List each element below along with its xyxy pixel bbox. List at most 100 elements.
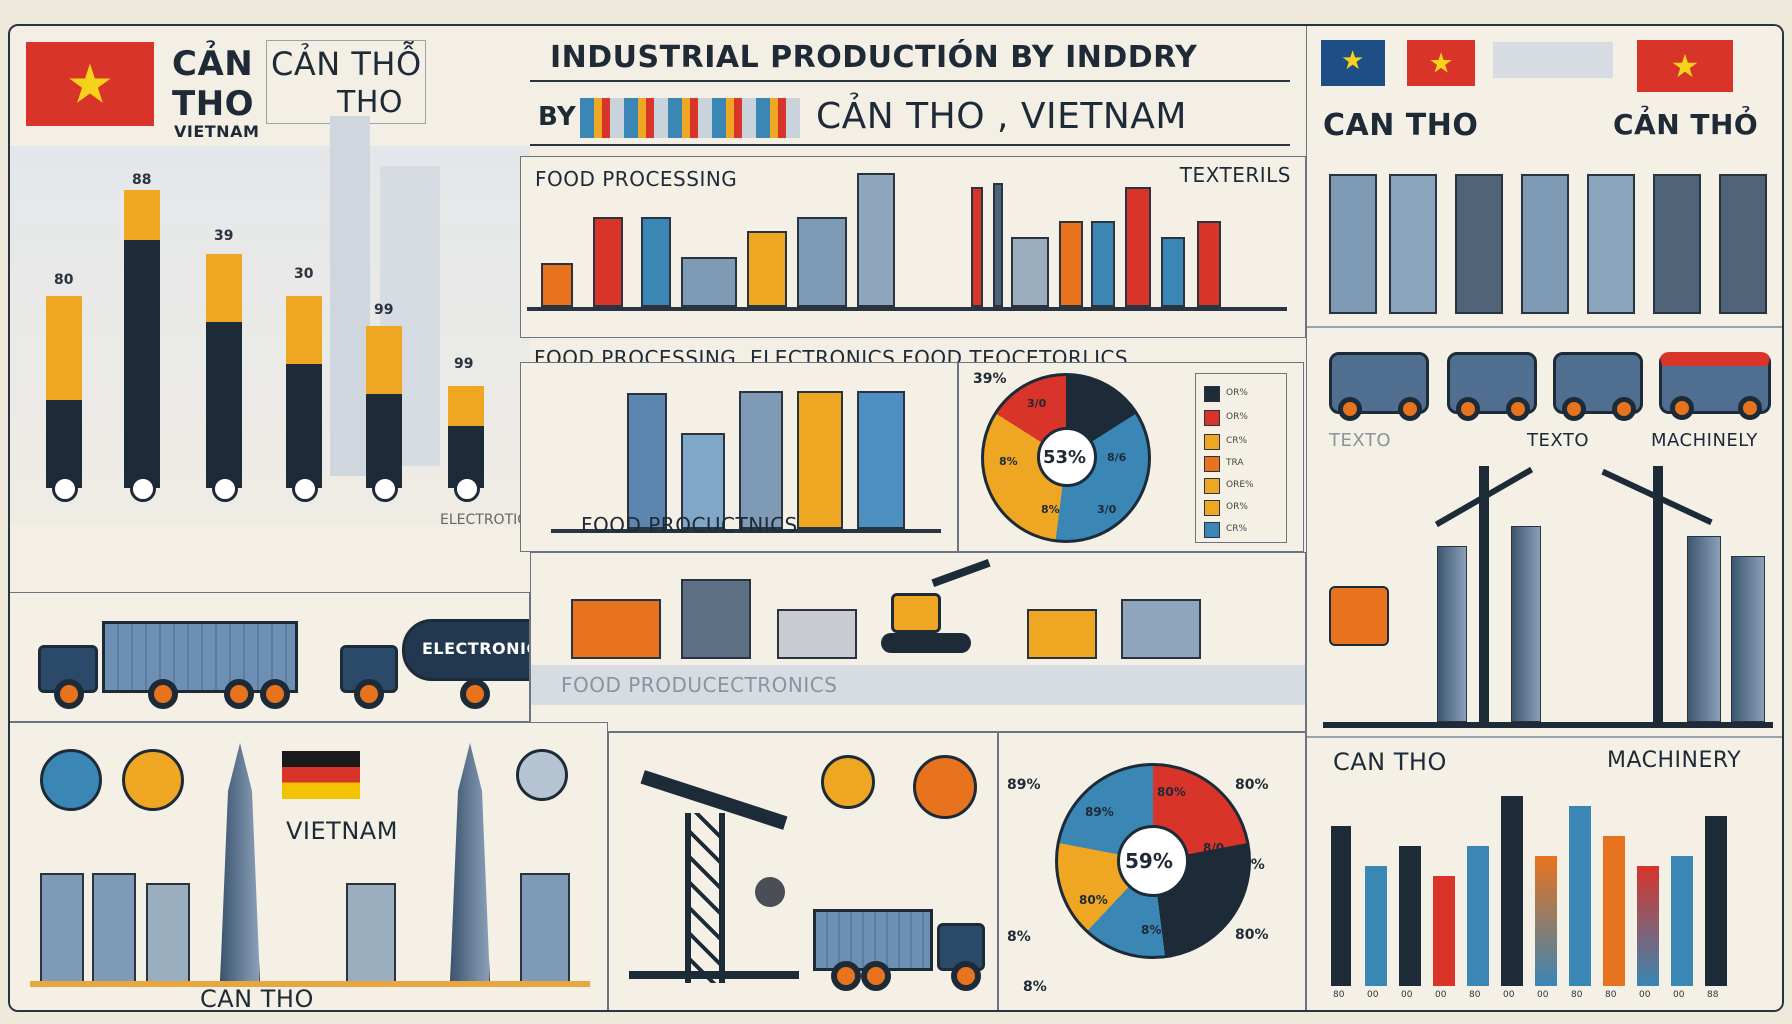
bus-icon — [1659, 352, 1771, 420]
right-city-label-3: CAN THO — [1333, 748, 1447, 776]
pie-slice-label: 8% — [1041, 503, 1060, 516]
building-icon — [797, 391, 843, 529]
legend-swatch — [1204, 478, 1220, 494]
ground-line — [527, 307, 1287, 311]
chart-bar — [1467, 846, 1489, 986]
skyscraper-icon — [1511, 526, 1541, 722]
vietnam-skyline-panel: VIETNAM CAN THO — [10, 722, 608, 1010]
mid-band-strip — [531, 665, 1305, 705]
building-icon — [1091, 221, 1115, 307]
bar-value-label: 80 — [54, 272, 74, 288]
bar-4 — [286, 296, 322, 488]
building-icon — [1125, 187, 1151, 307]
machine-icon — [571, 599, 661, 659]
ground-line — [30, 981, 590, 987]
building-icon — [1161, 237, 1185, 307]
category-icon — [372, 476, 398, 502]
ground-line — [551, 529, 941, 533]
bar-value-label: 30 — [294, 266, 314, 282]
bar-3 — [206, 254, 242, 488]
bar-1 — [46, 296, 82, 488]
city-name-can: CẢN — [172, 44, 254, 84]
building-icon — [747, 231, 787, 307]
tower-icon — [1521, 174, 1569, 314]
axis-tick: 00 — [1639, 990, 1651, 1000]
building-icon — [1011, 237, 1049, 307]
right-city-label-1: CAN THO — [1323, 108, 1479, 143]
tanker-label: ELECTRONICS — [422, 639, 529, 658]
country-name: VIETNAM — [174, 122, 260, 141]
pie-legend: OR% OR% CR% TRA ORE% OR% CR% — [1195, 373, 1287, 543]
axis-tick: 80 — [1333, 990, 1345, 1000]
chart-bar — [1569, 806, 1591, 986]
truck-icon — [38, 621, 298, 709]
bar-value-label: 99 — [374, 302, 394, 318]
chart-bar — [1603, 836, 1625, 986]
industry-skyline-panel: FOOD PROCESSING TEXTERILS — [520, 156, 1306, 338]
germany-flag-icon — [282, 751, 360, 799]
badge-icon — [122, 749, 184, 811]
infographic-frame: ★ CẢN THO VIETNAM CẢN THỖ THO 80 88 39 3… — [8, 24, 1784, 1012]
label-machinely: MACHINELY — [1651, 430, 1758, 451]
left-bar-chart: 80 88 39 30 99 99 80 ELECTROTICS — [10, 116, 566, 528]
chart-bar — [1705, 816, 1727, 986]
truck-icon — [813, 909, 989, 995]
background-skyline — [330, 116, 370, 476]
building-icon — [520, 873, 570, 983]
vietnam-flag-icon: ★ — [1637, 40, 1733, 92]
pie-corner-label: 39% — [973, 371, 1007, 387]
building-icon — [346, 883, 396, 983]
axis-tick: 00 — [1503, 990, 1515, 1000]
vietnam-flag-icon: ★ — [1321, 40, 1385, 86]
vietnam-flag-icon: ★ — [1407, 40, 1475, 86]
right-bar-chart — [1327, 786, 1771, 986]
chart-bar — [1637, 866, 1659, 986]
category-icon — [292, 476, 318, 502]
building-icon — [1059, 221, 1083, 307]
machinery-caption: FOOD PRODUCECTRONICS — [561, 673, 838, 697]
axis-tick: 80 — [1605, 990, 1617, 1000]
legend-text: OR% — [1226, 412, 1248, 422]
label-textol-2: TEXTO — [1527, 430, 1590, 451]
pie-outer-label: 80% — [1235, 777, 1269, 793]
excavator-icon — [881, 553, 1001, 663]
vietnam-flag-icon: ★ — [26, 42, 154, 126]
axis-tick: 00 — [1401, 990, 1413, 1000]
badge-icon — [821, 755, 875, 809]
right-column: ★ ★ ★ CAN THO CẢN THỎ TEXTO TEXTO MACHIN… — [1306, 26, 1782, 1010]
city-label-box: CẢN THỖ THO — [266, 40, 426, 124]
chart-bar — [1433, 876, 1455, 986]
pie-slice-label: 80% — [1079, 893, 1108, 907]
factory-icon — [1121, 599, 1201, 659]
chimney-icon — [971, 187, 983, 307]
category-footer-label: ELECTROTICS — [440, 512, 536, 528]
badge-icon — [40, 749, 102, 811]
building-icon — [40, 873, 84, 983]
buildings-panel: FOOD PROCUCTNICS — [520, 362, 958, 552]
title-rule — [530, 80, 1290, 82]
tower-icon — [1329, 174, 1377, 314]
bar-2 — [124, 190, 160, 488]
label-textol: TEXTO — [1329, 430, 1392, 451]
tower-icon — [1455, 174, 1503, 314]
pie-slice-label: 8/0 — [1181, 903, 1203, 917]
building-icon — [681, 433, 725, 529]
bottom-country-label: VIETNAM — [286, 817, 398, 845]
legend-swatch — [1204, 386, 1220, 402]
chimney-icon — [993, 183, 1003, 307]
bar-value-label: 99 — [454, 356, 474, 372]
pie-slice-label: 8/6 — [1107, 451, 1127, 464]
legend-swatch — [1204, 500, 1220, 516]
oil-panel — [608, 732, 998, 1010]
axis-tick: 00 — [1673, 990, 1685, 1000]
legend-text: TRA — [1226, 458, 1244, 468]
badge-icon — [1329, 586, 1389, 646]
legend-swatch — [1204, 522, 1220, 538]
factory-icon — [681, 257, 737, 307]
pie-center-value: 59% — [1125, 849, 1173, 873]
wind-turbine-icon — [1653, 466, 1663, 722]
pie-outer-label: 80% — [1235, 927, 1269, 943]
axis-tick: 00 — [1367, 990, 1379, 1000]
axis-tick: 88 — [1707, 990, 1719, 1000]
badge-icon — [516, 749, 568, 801]
